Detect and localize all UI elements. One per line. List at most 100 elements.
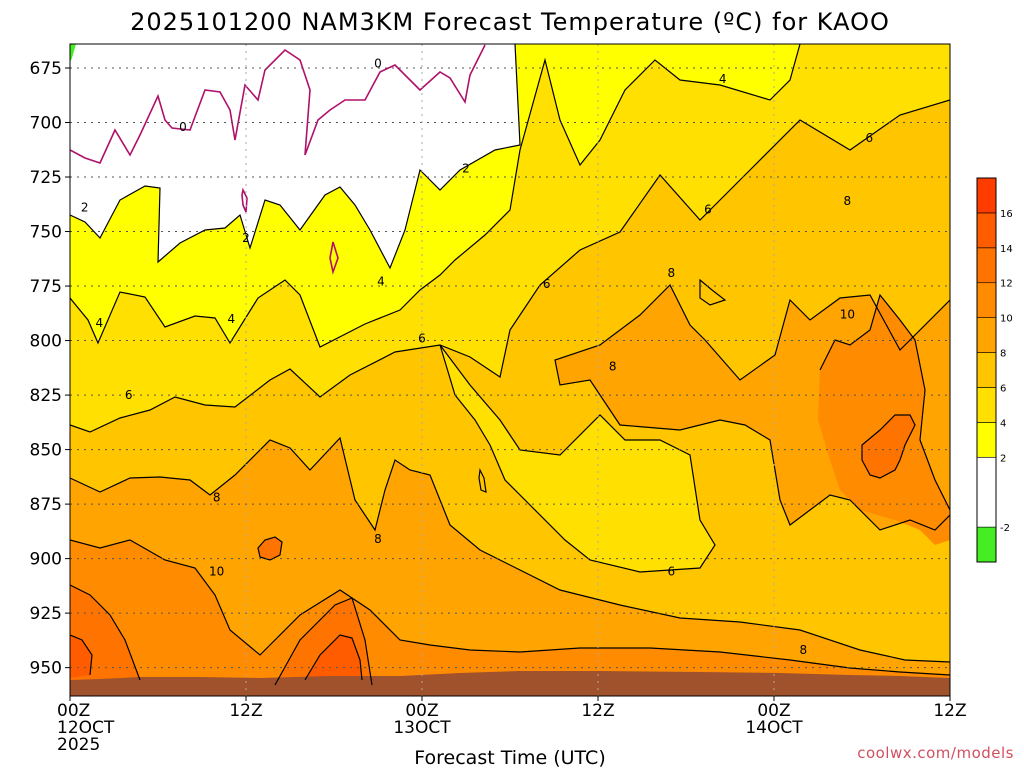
y-tick-label: 950 xyxy=(30,659,62,679)
colorbar-bin xyxy=(976,177,997,214)
colorbar-tick-label: 12 xyxy=(1000,279,1013,290)
contour-10-12 xyxy=(70,539,950,676)
contour-2-4 xyxy=(70,44,801,348)
y-axis: 675 700 725 750 775 800 825 850 875 900 925 950 xyxy=(30,59,70,679)
contour-12-south xyxy=(274,597,373,686)
colorbar: -2 2 4 6 8 10 12 14 16 xyxy=(976,177,1013,563)
colorbar-tick-label: -2 xyxy=(1000,523,1010,534)
colorbar-tick-label: 6 xyxy=(1000,383,1006,394)
terrain xyxy=(70,671,950,696)
y-tick-label: 925 xyxy=(30,604,62,624)
colorbar-tick-label: 8 xyxy=(1000,349,1006,360)
x-tick-label: 00Z xyxy=(405,701,438,721)
contour-2 xyxy=(70,44,521,270)
x-tick-label: 12Z xyxy=(229,701,262,721)
contour-4-6 xyxy=(70,99,950,433)
band-10-12-east xyxy=(818,295,950,545)
contour-label: 2 xyxy=(242,231,250,245)
y-tick-label: 775 xyxy=(30,277,62,297)
y-tick-label: 750 xyxy=(30,223,62,243)
credit-text: coolwx.com/models xyxy=(857,744,1014,762)
band-14-16-south xyxy=(305,635,362,680)
contour-label: 4 xyxy=(377,275,385,289)
x-tick-label: 00Z xyxy=(757,701,790,721)
contour-label: 4 xyxy=(96,316,104,330)
contour-label: 6 xyxy=(543,277,551,291)
x-tick-label: 14OCT xyxy=(745,718,803,738)
contour-label: 6 xyxy=(704,203,712,217)
x-tick-label: 00Z xyxy=(57,701,90,721)
colorbar-frame xyxy=(976,177,997,563)
colorbar-bin xyxy=(976,422,997,458)
contour-label: 6 xyxy=(125,388,133,402)
colorbar-tick-label: 16 xyxy=(1000,209,1013,220)
contour-10-east xyxy=(819,293,950,511)
y-tick-label: 675 xyxy=(30,59,62,79)
colorbar-bin xyxy=(976,212,997,249)
contour-label: 4 xyxy=(228,312,236,326)
contour-label: 0 xyxy=(374,57,382,71)
contour-label: 8 xyxy=(800,643,808,657)
colorbar-bin xyxy=(976,526,997,563)
band-minus4-minus2 xyxy=(70,44,76,62)
y-tick-label: 900 xyxy=(30,550,62,570)
contour-labels: 0 0 2 2 2 4 4 4 4 6 6 6 6 6 6 8 8 8 8 8 8 10 10 xyxy=(81,57,873,658)
y-tick-label: 825 xyxy=(30,386,62,406)
contour-label: 8 xyxy=(213,491,221,505)
contour-tongue xyxy=(439,344,716,573)
contour-label: 6 xyxy=(418,331,426,345)
band-12-14-spot xyxy=(258,537,282,560)
y-tick-label: 725 xyxy=(30,168,62,188)
band-8-10 xyxy=(70,285,950,696)
x-tick-label: 13OCT xyxy=(393,718,451,738)
contour-12-west xyxy=(70,584,141,681)
colorbar-bin xyxy=(976,352,997,388)
contour-label: 0 xyxy=(179,120,187,134)
contour-850-spot xyxy=(478,467,487,493)
y-tick-label: 800 xyxy=(30,332,62,352)
contour-lines xyxy=(70,44,950,686)
chart-title: 2025101200 NAM3KM Forecast Temperature (… xyxy=(130,8,890,36)
x-tick-label: 2025 xyxy=(57,735,100,755)
contour-label: 2 xyxy=(81,201,89,215)
colorbar-bin xyxy=(976,282,997,318)
contour-12-east xyxy=(861,414,916,479)
colorbar-bin xyxy=(976,317,997,353)
contour-label: 8 xyxy=(668,266,676,280)
contour-label: 2 xyxy=(462,161,470,175)
band-4-6-tongue xyxy=(440,345,715,572)
contour-label: 6 xyxy=(866,131,874,145)
contour-14-south xyxy=(304,634,363,681)
contour-14-west xyxy=(70,634,93,676)
contour-label: 4 xyxy=(719,72,727,86)
zero-isotherm xyxy=(70,44,486,275)
colorbar-tick-label: 10 xyxy=(1000,314,1013,325)
contour-label: 10 xyxy=(840,307,855,321)
colorbar-tick-label: 4 xyxy=(1000,418,1006,429)
isotherm-0-main xyxy=(70,44,486,164)
y-tick-label: 850 xyxy=(30,441,62,461)
contour-label: 6 xyxy=(668,565,676,579)
contour-8-10 xyxy=(70,436,950,663)
contour-12-spot xyxy=(257,536,283,561)
colorbar-tick-label: 2 xyxy=(1000,453,1006,464)
contour-label: 10 xyxy=(209,565,224,579)
isotherm-0-loop2 xyxy=(329,241,339,275)
plot-frame xyxy=(69,43,951,697)
band-12-14-east xyxy=(862,415,915,478)
contour-label: 8 xyxy=(609,360,617,374)
contour-label: 8 xyxy=(374,532,382,546)
x-tick-label: 12Z xyxy=(581,701,614,721)
band-14-16-west xyxy=(70,635,92,678)
band-minus2-2 xyxy=(70,44,520,268)
colorbar-bin xyxy=(976,387,997,423)
x-tick-label: 12Z xyxy=(933,701,966,721)
contour-8-east xyxy=(554,283,950,531)
contour-label: 8 xyxy=(844,194,852,208)
colorbar-bin xyxy=(976,247,997,284)
y-tick-label: 700 xyxy=(30,114,62,134)
colorbar-tick-label: 14 xyxy=(1000,244,1013,255)
colorbar-bin xyxy=(976,456,997,528)
